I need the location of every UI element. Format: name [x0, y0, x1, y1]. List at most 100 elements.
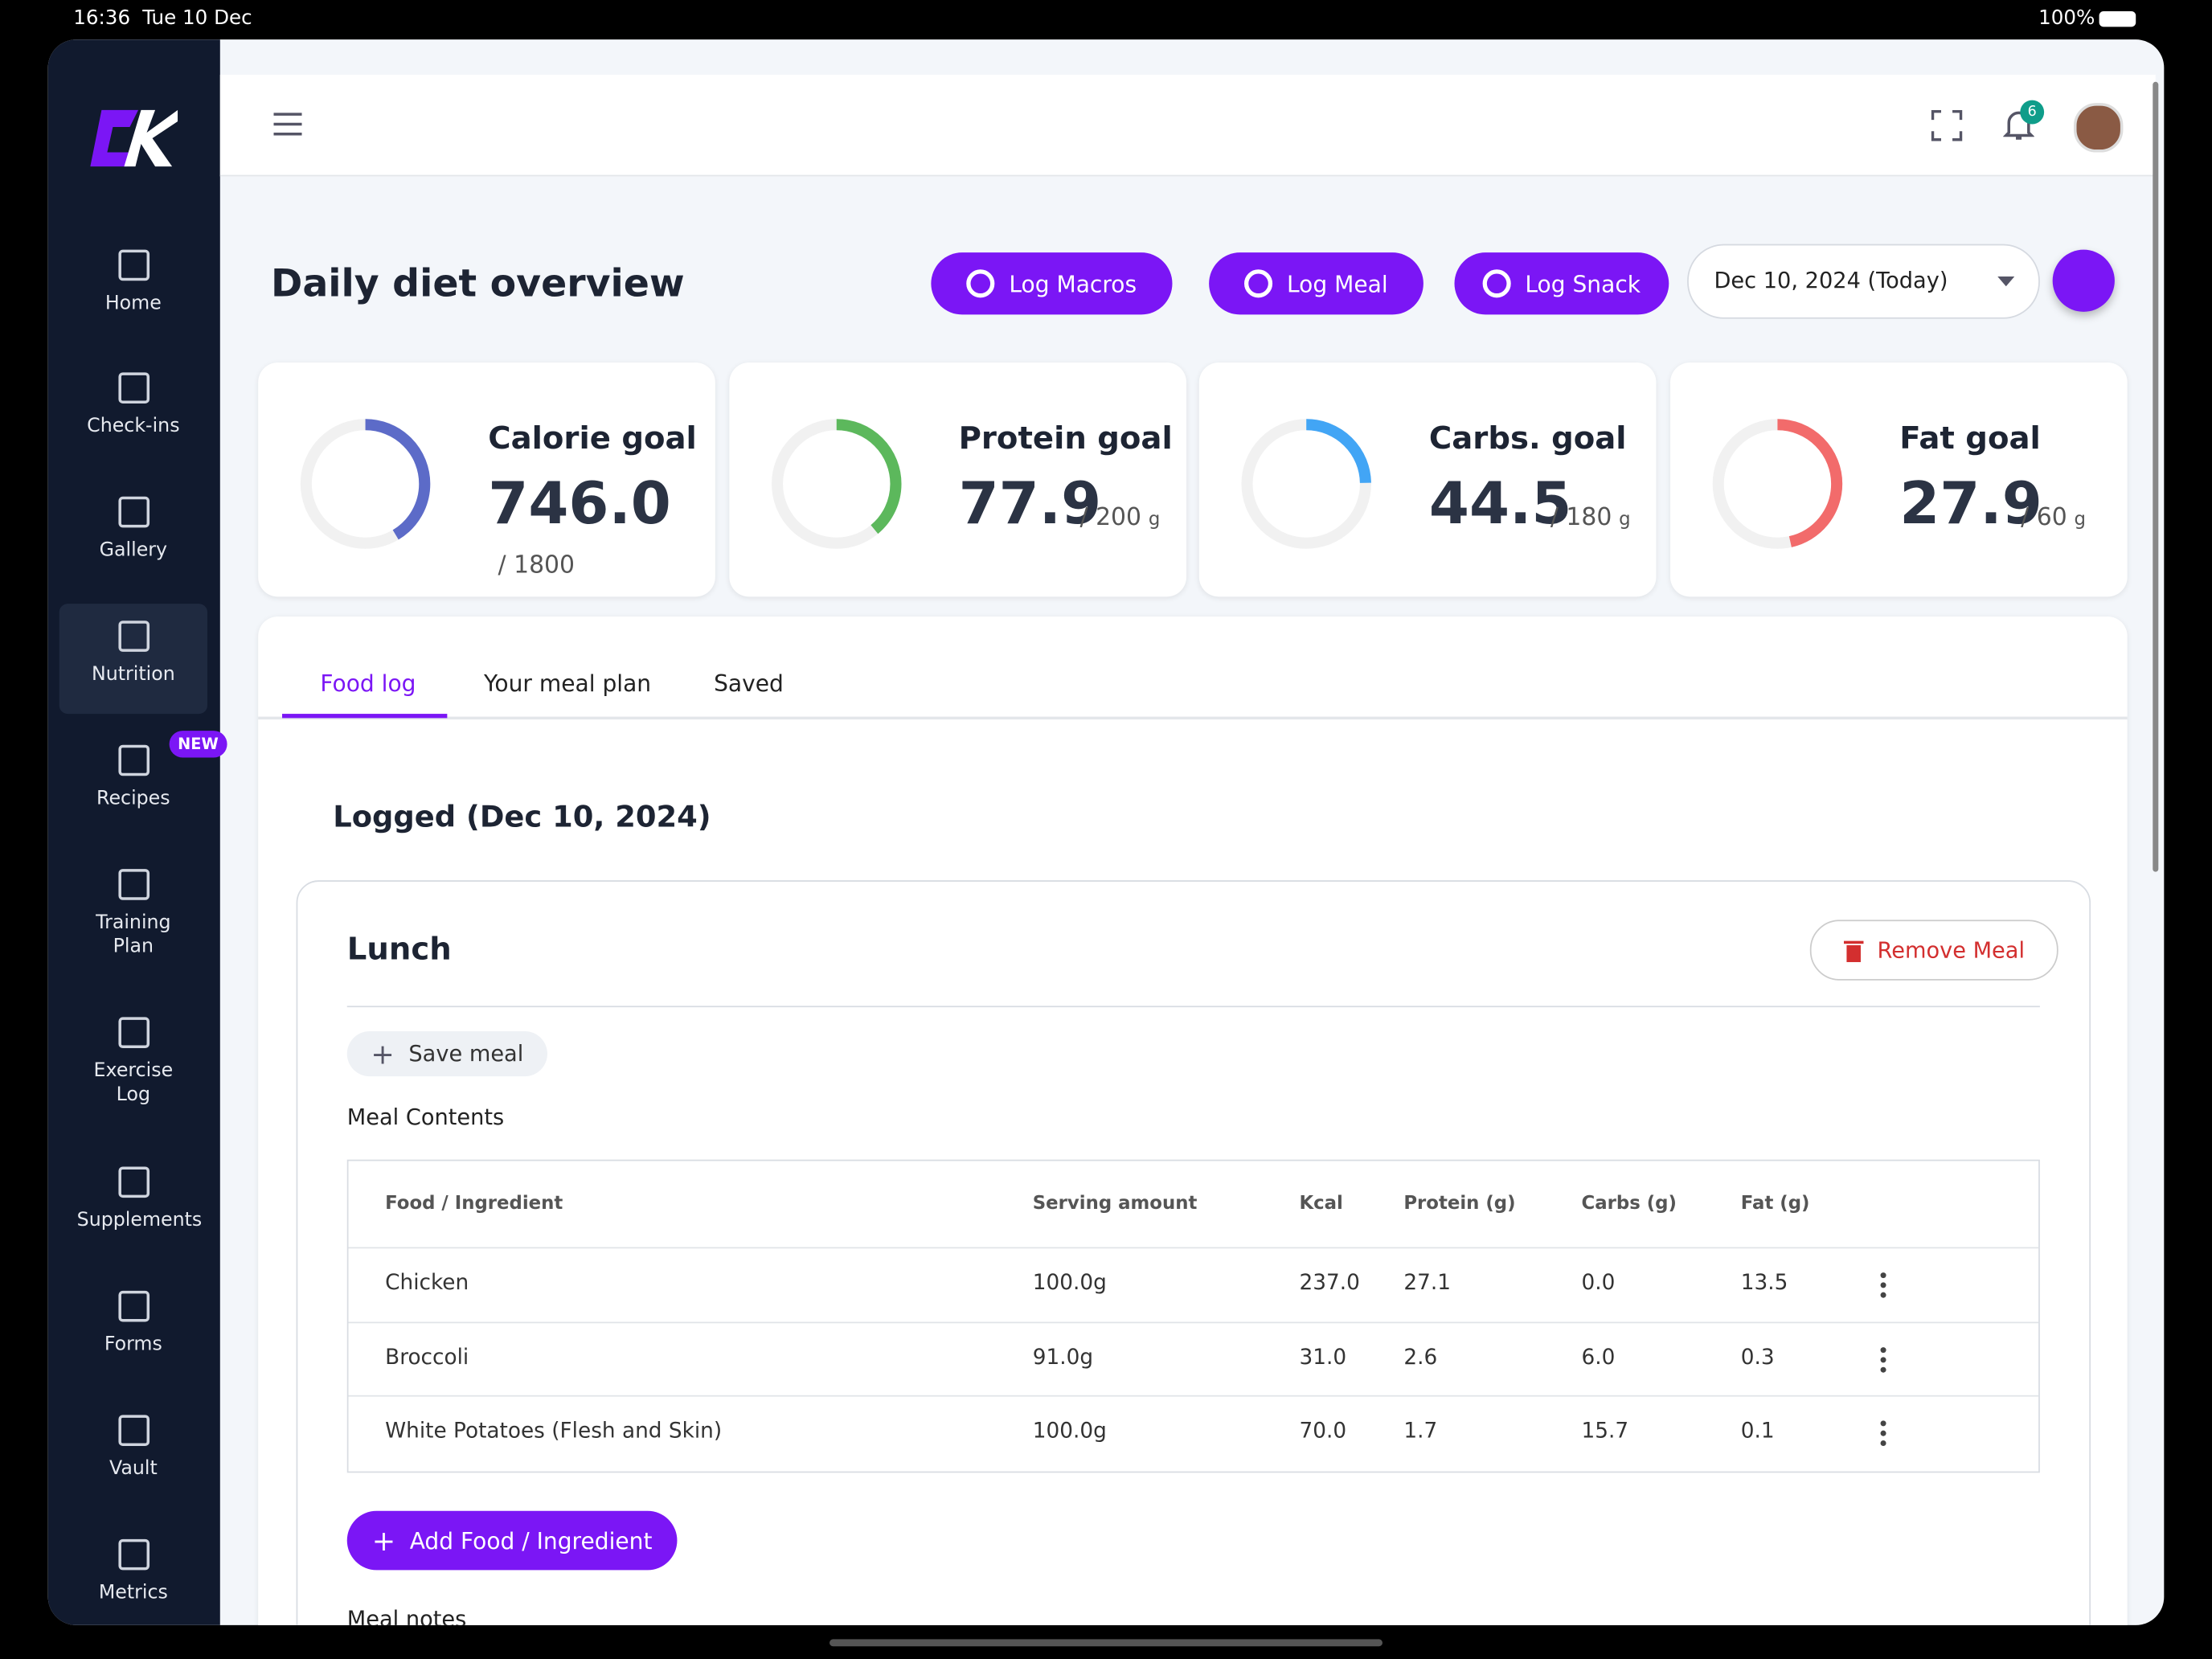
trash-icon [1843, 940, 1863, 962]
nav-icon [117, 744, 150, 776]
goal-target: / 200 g [1080, 504, 1161, 532]
nav-icon [117, 1017, 150, 1049]
column-header: Kcal [1299, 1193, 1343, 1215]
plus-icon: + [371, 1036, 395, 1071]
app: Home Check-ins Gallery Nutrition Recipes NEW T… [47, 39, 2165, 1625]
avatar[interactable] [2073, 103, 2124, 153]
button-label: Log Meal [1287, 270, 1388, 297]
nav-icon [117, 1166, 150, 1198]
column-header: Fat (g) [1740, 1193, 1810, 1215]
nav-item[interactable]: Exercise Log [59, 1000, 207, 1110]
goal-title: Calorie goal [488, 421, 697, 457]
button-icon [1482, 269, 1511, 298]
button-icon [966, 269, 995, 298]
nav-label: Home [104, 292, 162, 315]
nav-badge: NEW [169, 731, 227, 758]
sidebar: Home Check-ins Gallery Nutrition Recipes NEW T… [47, 39, 227, 1625]
button-label: Log Snack [1525, 270, 1641, 297]
table-cell: Chicken [385, 1269, 469, 1296]
nav-label: Nutrition [91, 662, 175, 686]
caret [1997, 276, 2015, 287]
goal-value: 746.0 [488, 469, 671, 538]
nav-item[interactable]: Supplements [59, 1149, 207, 1260]
page-title: Daily diet overview [270, 262, 685, 306]
remove-meal-button[interactable]: Remove Meal [1809, 920, 2058, 981]
top-bar: 6 [219, 75, 2156, 177]
action-button[interactable]: Log Meal [1209, 252, 1423, 315]
tab[interactable]: Food log [320, 670, 416, 698]
nav-label: Training Plan [96, 911, 171, 958]
nav-item[interactable]: Forms [59, 1274, 207, 1384]
logged-title: Logged (Dec 10, 2024) [333, 800, 711, 834]
table-cell: 6.0 [1581, 1343, 1616, 1370]
nav-item[interactable]: Nutrition [59, 604, 207, 715]
nav-label: Metrics [98, 1581, 168, 1604]
action-button[interactable]: Log Macros [931, 252, 1173, 315]
goal-card: Fat goal 27.9/ 60 g [1669, 363, 2127, 597]
nav-item[interactable]: Home [59, 233, 207, 343]
table-cell: 237.0 [1299, 1269, 1360, 1296]
dot [1880, 1346, 1886, 1353]
nav-label: Exercise Log [93, 1059, 174, 1106]
action-button[interactable]: Log Snack [1454, 252, 1669, 315]
nav-label: Supplements [76, 1209, 203, 1232]
battery: 100% [2038, 6, 2095, 30]
nav-icon [117, 869, 150, 900]
table-cell: 2.6 [1403, 1343, 1438, 1370]
meal-notes-label: Meal notes [346, 1607, 467, 1625]
goal-target-text: / 180 [1550, 503, 1612, 532]
date-select-text: Dec 10, 2024 (Today) [1714, 268, 1948, 294]
save-meal-label: Save meal [408, 1041, 524, 1067]
meal-contents-label: Meal Contents [346, 1104, 505, 1130]
nav-item[interactable]: Vault [59, 1398, 207, 1508]
table-cell: 13.5 [1740, 1269, 1788, 1296]
table-cell: 0.0 [1581, 1269, 1616, 1296]
column-header: Serving amount [1032, 1193, 1198, 1215]
nav-item[interactable]: Training Plan [59, 852, 207, 962]
food-card: Food log Your meal plan Saved Logged (Dec … [258, 616, 2128, 1625]
goal-target: / 60 g [2021, 504, 2086, 532]
save-meal-button[interactable]: + Save meal [346, 1030, 547, 1077]
row-menu[interactable] [1880, 1346, 1886, 1376]
tab[interactable]: Saved [714, 670, 784, 698]
goal-unit: g [1619, 509, 1631, 530]
nav-label: Check-ins [87, 414, 180, 438]
notification-count: 6 [2020, 100, 2045, 125]
date-select[interactable]: Dec 10, 2024 (Today) [1687, 244, 2040, 319]
action-button[interactable] [2052, 249, 2115, 312]
status-date: Tue 10 Dec [142, 6, 252, 30]
goal-ring [771, 419, 901, 549]
row-menu[interactable] [1880, 1420, 1886, 1450]
logo [90, 109, 178, 167]
plus-icon: + [371, 1523, 396, 1558]
tab-divider [258, 716, 2128, 720]
menu-button[interactable] [273, 112, 302, 137]
dot [1880, 1356, 1886, 1362]
goal-target: / 180 g [1550, 504, 1631, 532]
tab[interactable]: Your meal plan [483, 670, 652, 698]
row-divider [348, 1395, 2039, 1397]
fullscreen-button[interactable] [1931, 109, 1963, 141]
table-cell: Broccoli [385, 1343, 469, 1370]
nav-item[interactable]: Gallery [59, 480, 207, 590]
dot [1880, 1292, 1886, 1298]
nav-item[interactable]: Check-ins [59, 355, 207, 465]
table-cell: 100.0g [1032, 1417, 1107, 1444]
goal-card: Protein goal 77.9/ 200 g [728, 363, 1186, 597]
dot [1880, 1272, 1886, 1279]
scrollbar [2153, 81, 2159, 872]
add-food-button[interactable]: + Add Food / Ingredient [346, 1510, 678, 1571]
add-food-label: Add Food / Ingredient [409, 1526, 653, 1555]
nav-item[interactable]: Metrics [59, 1522, 207, 1625]
nav-item[interactable]: Recipes NEW [59, 728, 227, 838]
goal-target-text: / 1800 [498, 551, 576, 580]
remove-meal-label: Remove Meal [1877, 937, 2026, 963]
table-cell: 0.1 [1740, 1417, 1775, 1444]
table-cell: 0.3 [1740, 1343, 1775, 1370]
nav-icon [117, 372, 150, 403]
nav-icon [117, 621, 150, 652]
goal-card: Carbs. goal 44.5/ 180 g [1198, 363, 1657, 597]
goal-card: Calorie goal 746.0 / 1800 [258, 363, 715, 597]
dot [1880, 1440, 1886, 1446]
row-menu[interactable] [1880, 1272, 1886, 1302]
